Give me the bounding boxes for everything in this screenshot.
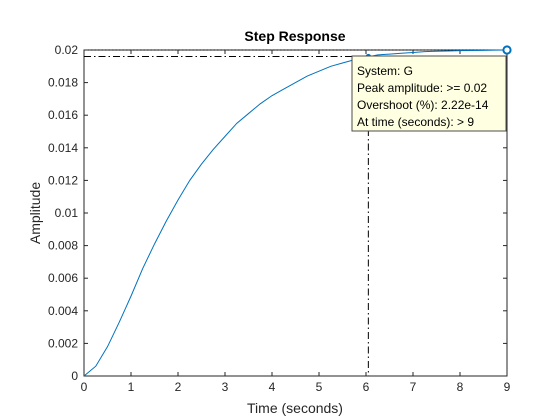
y-tick-label: 0.018 <box>48 76 78 90</box>
y-tick-label: 0 <box>71 369 78 383</box>
x-tick-label: 2 <box>175 380 182 394</box>
step-response-line <box>83 49 508 377</box>
y-axis-label: Amplitude <box>27 182 43 244</box>
x-tick-label: 5 <box>316 380 323 394</box>
y-tick-label: 0.008 <box>48 239 78 253</box>
chart-title: Step Response <box>244 28 345 44</box>
y-tick-label: 0.004 <box>48 304 78 318</box>
tick-labels: 0 1 2 3 4 5 6 7 8 9 0 0.002 0.004 0.006 0.008 0.01 0.012… <box>48 43 511 394</box>
x-tick-label: 7 <box>410 380 417 394</box>
x-tick-label: 4 <box>269 380 276 394</box>
data-tip-system: System: G <box>357 64 413 78</box>
x-tick-label: 0 <box>81 380 88 394</box>
y-tick-label: 0.016 <box>48 108 78 122</box>
series <box>83 49 508 377</box>
data-tip[interactable]: System: G Peak amplitude: >= 0.02 Oversh… <box>351 55 507 132</box>
y-tick-label: 0.006 <box>48 271 78 285</box>
y-tick-label: 0.012 <box>48 173 78 187</box>
data-tip-peak: Peak amplitude: >= 0.02 <box>357 81 487 95</box>
data-tip-time: At time (seconds): > 9 <box>357 115 474 129</box>
y-tick-label: 0.014 <box>48 141 78 155</box>
y-tick-label: 0.02 <box>55 43 79 57</box>
y-tick-label: 0.002 <box>48 336 78 350</box>
x-tick-label: 3 <box>222 380 229 394</box>
x-tick-label: 6 <box>363 380 370 394</box>
x-axis-label: Time (seconds) <box>247 400 343 416</box>
data-tip-box <box>351 55 507 132</box>
peak-marker <box>502 45 512 55</box>
y-tick-label: 0.01 <box>55 206 79 220</box>
reference-lines <box>84 49 507 376</box>
x-tick-label: 8 <box>457 380 464 394</box>
x-tick-label: 1 <box>128 380 135 394</box>
data-tip-overshoot: Overshoot (%): 2.22e-14 <box>357 98 489 112</box>
x-tick-label: 9 <box>504 380 511 394</box>
